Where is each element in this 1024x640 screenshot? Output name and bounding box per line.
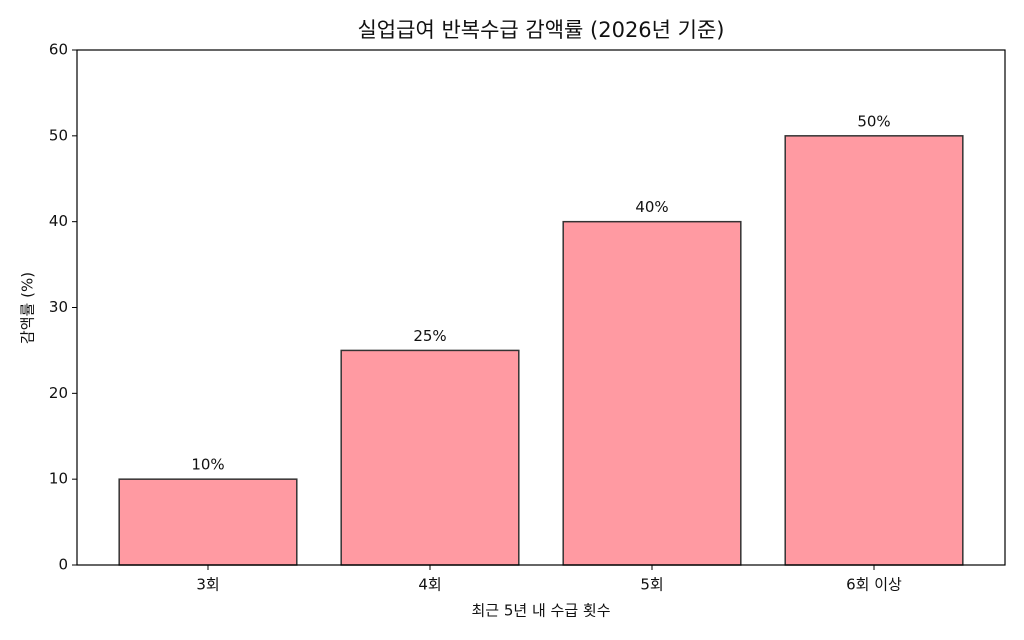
y-tick-label: 10 [49, 470, 68, 488]
y-axis-label: 감액률 (%) [19, 272, 37, 344]
x-tick-label: 4회 [418, 576, 441, 594]
chart-title: 실업급여 반복수급 감액률 (2026년 기준) [357, 18, 724, 42]
value-label: 10% [191, 456, 224, 474]
x-axis-label: 최근 5년 내 수급 횟수 [471, 602, 610, 620]
bar [784, 135, 964, 566]
value-label: 25% [413, 327, 446, 345]
x-tick-label: 3회 [196, 576, 219, 594]
bar [118, 478, 298, 566]
value-label: 40% [635, 198, 668, 216]
y-tick-label: 40 [49, 212, 68, 230]
x-tick-label: 5회 [640, 576, 663, 594]
y-tick-label: 50 [49, 126, 68, 144]
bar [340, 349, 520, 566]
bar [562, 220, 742, 566]
x-tick-label: 6회 이상 [846, 576, 902, 594]
y-tick-label: 60 [49, 41, 68, 59]
y-tick-label: 20 [49, 384, 68, 402]
y-tick-label: 0 [58, 556, 68, 574]
y-tick-label: 30 [49, 298, 68, 316]
value-label: 50% [857, 112, 890, 130]
plot-frame [76, 49, 1006, 566]
